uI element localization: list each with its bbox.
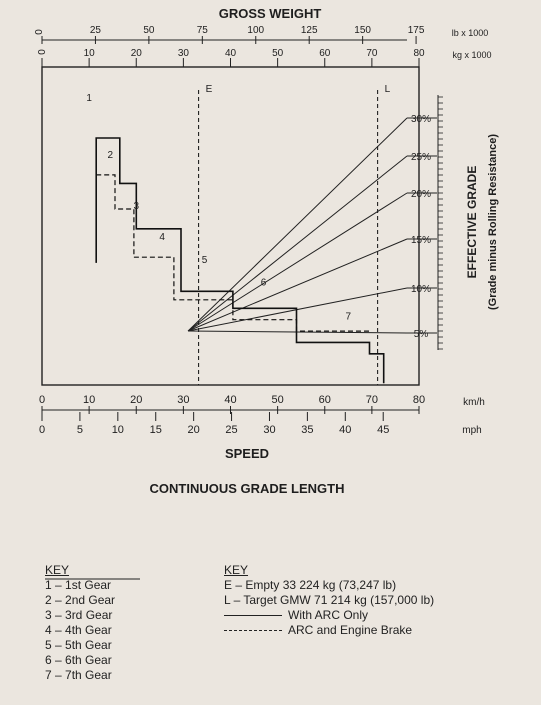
weight-marker-label: E <box>206 84 213 95</box>
mph-tick-label: 35 <box>301 424 313 436</box>
kg-tick-label: 10 <box>84 48 96 59</box>
gear-key: KEY 1 – 1st Gear 2 – 2nd Gear 3 – 3rd Ge… <box>45 563 115 683</box>
mph-tick-label: 20 <box>188 424 200 436</box>
kg-tick-label: 80 <box>413 48 425 59</box>
gear-label: 7 <box>346 312 352 323</box>
kmh-tick-label: 0 <box>39 394 45 406</box>
lb-tick-label: 25 <box>90 25 102 36</box>
kmh-unit-label: km/h <box>463 397 485 408</box>
legend-arc-only: With ARC Only <box>224 608 434 623</box>
kg-tick-label: 60 <box>319 48 331 59</box>
kg-tick-label: 0 <box>35 49 46 55</box>
grade-line <box>187 117 408 332</box>
kmh-tick-label: 20 <box>130 394 142 406</box>
y-axis-sublabel: (Grade minus Rolling Resistance) <box>487 134 499 310</box>
line-key: KEY E – Empty 33 224 kg (73,247 lb) L – … <box>224 563 434 638</box>
lb-tick-label: 50 <box>143 25 155 36</box>
gear-curve-arc-only <box>95 137 385 384</box>
grade-line <box>187 238 408 332</box>
kmh-tick-label: 50 <box>272 394 284 406</box>
line-key-item: E – Empty 33 224 kg (73,247 lb) <box>224 578 397 592</box>
gear-key-item: 5 – 5th Gear <box>45 638 112 652</box>
mph-tick-label: 0 <box>39 424 45 436</box>
x-axis-label: SPEED <box>225 446 269 461</box>
lb-tick-label: 100 <box>247 25 264 36</box>
gear-label: 5 <box>202 255 208 266</box>
line-key-item: L – Target GMW 71 214 kg (157,000 lb) <box>224 593 435 607</box>
mph-tick-label: 45 <box>377 424 389 436</box>
chart-title: GROSS WEIGHT <box>219 6 322 21</box>
plot-frame <box>41 66 420 386</box>
mph-tick-label: 40 <box>339 424 351 436</box>
mph-tick-label: 30 <box>263 424 275 436</box>
grade-label: 20% <box>411 189 431 200</box>
gear-key-item: 1 – 1st Gear <box>45 578 112 592</box>
mph-tick-label: 25 <box>225 424 237 436</box>
kmh-tick-label: 70 <box>366 394 378 406</box>
grade-line <box>188 330 408 334</box>
gear-key-item: 2 – 2nd Gear <box>45 593 116 607</box>
line-key-title: KEY <box>224 563 249 577</box>
kmh-tick-label: 60 <box>319 394 331 406</box>
gear-key-item: 3 – 3rd Gear <box>45 608 113 622</box>
lb-tick-label: 0 <box>32 29 43 35</box>
kg-tick-label: 70 <box>366 48 378 59</box>
gear-label: 2 <box>108 150 114 161</box>
grade-line <box>187 287 408 332</box>
kmh-tick-label: 10 <box>83 394 95 406</box>
mph-tick-label: 10 <box>112 424 124 436</box>
kg-tick-label: 20 <box>131 48 143 59</box>
weight-marker-label: L <box>385 84 391 95</box>
lb-tick-label: 75 <box>197 25 209 36</box>
grade-label: 10% <box>411 284 431 295</box>
legend-arc-engine: ARC and Engine Brake <box>224 623 434 638</box>
dashed-line-swatch <box>224 630 282 632</box>
chart-caption: CONTINUOUS GRADE LENGTH <box>150 481 345 496</box>
grade-label: 5% <box>414 329 429 340</box>
gear-label: 1 <box>86 93 92 104</box>
gear-curve-arc-engine-brake <box>96 174 370 332</box>
kmh-tick-label: 80 <box>413 394 425 406</box>
lb-tick-label: 175 <box>408 25 425 36</box>
gear-key-item: 6 – 6th Gear <box>45 653 112 667</box>
grade-line <box>187 192 408 332</box>
kg-unit-label: kg x 1000 <box>452 50 491 60</box>
grade-label: 15% <box>411 235 431 246</box>
lb-tick-label: 125 <box>301 25 318 36</box>
gear-label: 4 <box>159 232 165 243</box>
y-axis-label: EFFECTIVE GRADE <box>465 166 479 279</box>
solid-line-swatch <box>224 615 282 617</box>
kg-tick-label: 40 <box>225 48 237 59</box>
grade-label: 25% <box>411 152 431 163</box>
legend-arc-only-label: With ARC Only <box>288 608 369 622</box>
grade-line <box>187 155 408 332</box>
mph-unit-label: mph <box>462 425 481 436</box>
mph-tick-label: 15 <box>150 424 162 436</box>
gear-key-title: KEY <box>45 563 70 577</box>
kmh-tick-label: 40 <box>224 394 236 406</box>
lb-unit-label: lb x 1000 <box>452 28 489 38</box>
gear-key-item: 7 – 7th Gear <box>45 668 112 682</box>
kg-tick-label: 50 <box>272 48 284 59</box>
mph-tick-label: 5 <box>77 424 83 436</box>
kg-tick-label: 30 <box>178 48 190 59</box>
legend-arc-engine-label: ARC and Engine Brake <box>288 623 413 637</box>
lb-tick-label: 150 <box>354 25 371 36</box>
kmh-tick-label: 30 <box>177 394 189 406</box>
grade-label: 30% <box>411 114 431 125</box>
gear-key-item: 4 – 4th Gear <box>45 623 112 637</box>
gear-label: 6 <box>261 278 267 289</box>
gear-label: 3 <box>133 201 139 212</box>
